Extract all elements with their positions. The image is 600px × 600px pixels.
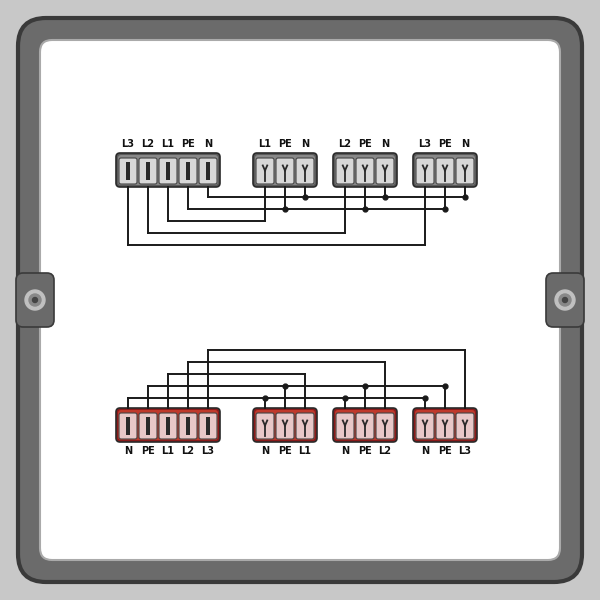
Circle shape: [25, 290, 45, 310]
Text: L2: L2: [379, 446, 392, 456]
Text: PE: PE: [278, 446, 292, 456]
FancyBboxPatch shape: [256, 158, 274, 184]
Text: PE: PE: [141, 446, 155, 456]
FancyBboxPatch shape: [413, 408, 477, 442]
Bar: [186, 417, 190, 435]
FancyBboxPatch shape: [415, 155, 475, 185]
FancyBboxPatch shape: [199, 413, 217, 439]
Circle shape: [32, 298, 37, 302]
Circle shape: [555, 290, 575, 310]
Text: L1: L1: [259, 139, 271, 149]
Text: L1: L1: [299, 446, 311, 456]
Bar: [166, 417, 170, 435]
FancyBboxPatch shape: [179, 158, 197, 184]
FancyBboxPatch shape: [336, 158, 354, 184]
Circle shape: [29, 294, 41, 306]
FancyBboxPatch shape: [253, 408, 317, 442]
Text: L2: L2: [142, 139, 155, 149]
Text: PE: PE: [438, 446, 452, 456]
Bar: [186, 162, 190, 180]
Bar: [146, 417, 150, 435]
Text: N: N: [204, 139, 212, 149]
Text: N: N: [301, 139, 309, 149]
Text: N: N: [381, 139, 389, 149]
FancyBboxPatch shape: [413, 153, 477, 187]
Text: PE: PE: [358, 446, 372, 456]
FancyBboxPatch shape: [159, 158, 177, 184]
Text: PE: PE: [358, 139, 372, 149]
Bar: [126, 162, 130, 180]
FancyBboxPatch shape: [159, 413, 177, 439]
Text: N: N: [124, 446, 132, 456]
FancyBboxPatch shape: [333, 153, 397, 187]
FancyBboxPatch shape: [119, 158, 137, 184]
FancyBboxPatch shape: [253, 153, 317, 187]
Text: L2: L2: [182, 446, 194, 456]
Bar: [126, 417, 130, 435]
Circle shape: [559, 294, 571, 306]
FancyBboxPatch shape: [179, 413, 197, 439]
FancyBboxPatch shape: [18, 18, 582, 582]
Text: PE: PE: [278, 139, 292, 149]
Text: L3: L3: [121, 139, 134, 149]
Text: PE: PE: [181, 139, 195, 149]
Text: L2: L2: [338, 139, 352, 149]
FancyBboxPatch shape: [255, 410, 315, 440]
Text: N: N: [421, 446, 429, 456]
FancyBboxPatch shape: [335, 410, 395, 440]
FancyBboxPatch shape: [296, 158, 314, 184]
Bar: [146, 162, 150, 180]
FancyBboxPatch shape: [546, 273, 584, 327]
FancyBboxPatch shape: [199, 158, 217, 184]
FancyBboxPatch shape: [296, 413, 314, 439]
Circle shape: [563, 298, 568, 302]
FancyBboxPatch shape: [255, 155, 315, 185]
FancyBboxPatch shape: [416, 413, 434, 439]
FancyBboxPatch shape: [118, 410, 218, 440]
FancyBboxPatch shape: [118, 155, 218, 185]
FancyBboxPatch shape: [116, 153, 220, 187]
Text: L3: L3: [419, 139, 431, 149]
Text: N: N: [261, 446, 269, 456]
Text: PE: PE: [438, 139, 452, 149]
FancyBboxPatch shape: [116, 408, 220, 442]
FancyBboxPatch shape: [333, 408, 397, 442]
Bar: [206, 162, 210, 180]
Text: L3: L3: [202, 446, 215, 456]
FancyBboxPatch shape: [356, 158, 374, 184]
FancyBboxPatch shape: [336, 413, 354, 439]
Text: N: N: [341, 446, 349, 456]
Bar: [206, 417, 210, 435]
FancyBboxPatch shape: [40, 40, 560, 560]
FancyBboxPatch shape: [276, 158, 294, 184]
Text: N: N: [461, 139, 469, 149]
FancyBboxPatch shape: [436, 158, 454, 184]
FancyBboxPatch shape: [139, 158, 157, 184]
Text: L1: L1: [161, 139, 175, 149]
FancyBboxPatch shape: [415, 410, 475, 440]
Text: L3: L3: [458, 446, 472, 456]
FancyBboxPatch shape: [276, 413, 294, 439]
FancyBboxPatch shape: [436, 413, 454, 439]
FancyBboxPatch shape: [139, 413, 157, 439]
FancyBboxPatch shape: [416, 158, 434, 184]
Text: L1: L1: [161, 446, 175, 456]
FancyBboxPatch shape: [356, 413, 374, 439]
FancyBboxPatch shape: [456, 158, 474, 184]
FancyBboxPatch shape: [376, 413, 394, 439]
Bar: [166, 162, 170, 180]
FancyBboxPatch shape: [16, 273, 54, 327]
FancyBboxPatch shape: [119, 413, 137, 439]
FancyBboxPatch shape: [456, 413, 474, 439]
FancyBboxPatch shape: [335, 155, 395, 185]
FancyBboxPatch shape: [376, 158, 394, 184]
FancyBboxPatch shape: [256, 413, 274, 439]
